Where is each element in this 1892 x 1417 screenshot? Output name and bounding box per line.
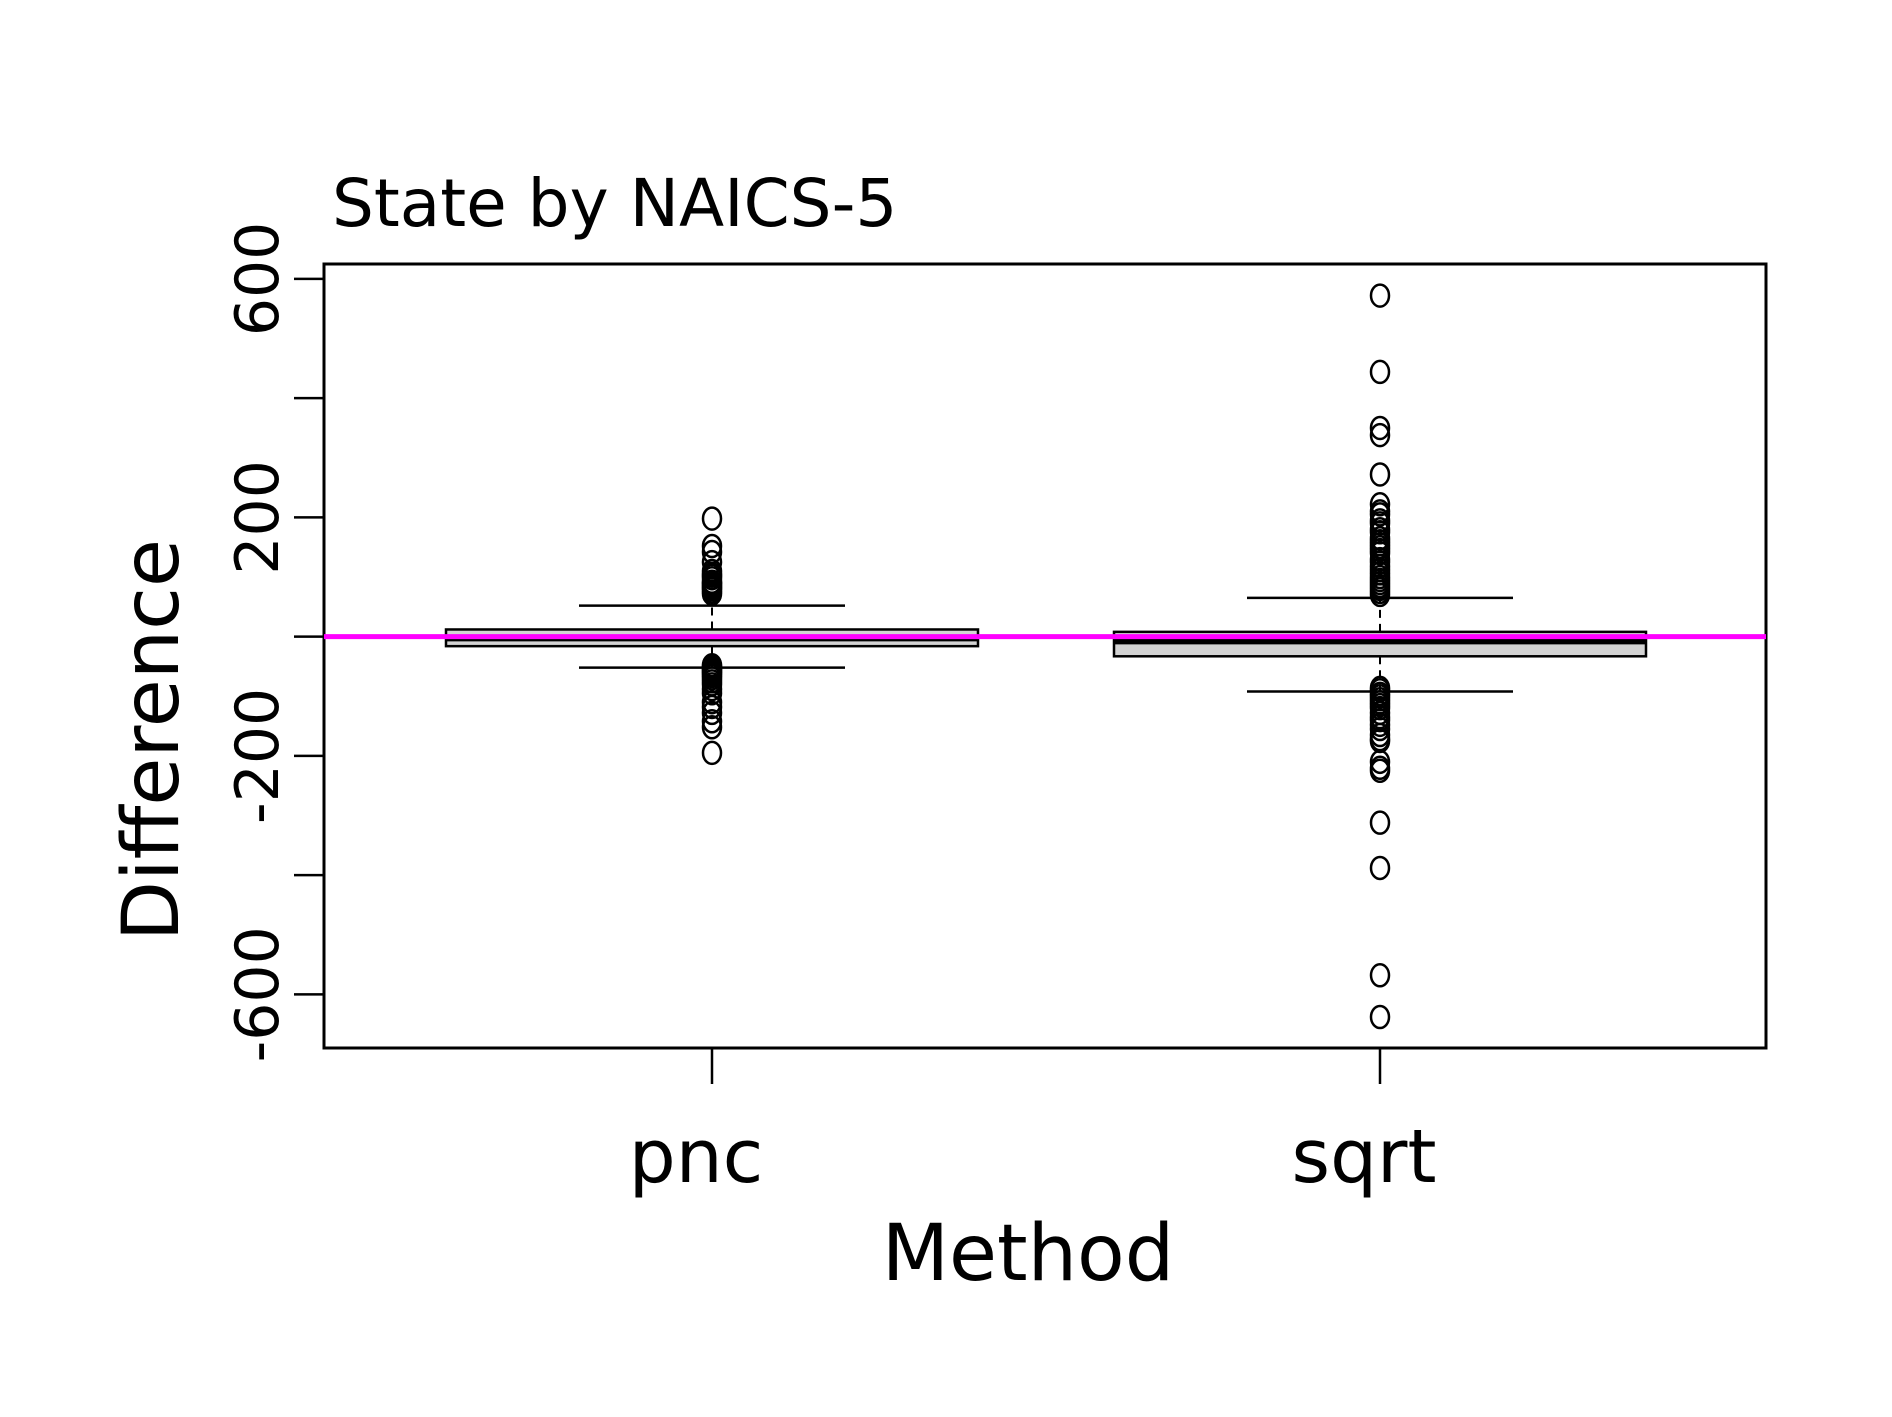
x-axis-label: Method: [882, 1209, 1175, 1299]
outlier-point: [1369, 758, 1391, 784]
outlier-point: [701, 681, 723, 706]
outlier-point: [1369, 415, 1391, 441]
outlier-point: [1369, 810, 1391, 835]
outlier-point: [1369, 855, 1391, 881]
outlier-point: [1369, 359, 1391, 385]
outlier-point: [1369, 492, 1391, 517]
outlier-point: [701, 533, 723, 559]
x-tick-label: sqrt: [1292, 1114, 1437, 1200]
outlier-point: [1369, 502, 1391, 527]
x-tick-label: pnc: [629, 1114, 764, 1200]
outlier-point: [701, 506, 723, 531]
outlier-point: [701, 581, 723, 606]
outlier-point: [1369, 582, 1391, 608]
outlier-point: [701, 700, 723, 726]
outlier-point: [701, 709, 723, 734]
outlier-point: [701, 740, 723, 766]
plot-layer: -600 -200 200 600 pnc sqrt: [223, 222, 1768, 1200]
outlier-point: [701, 714, 723, 740]
outlier-point: [1369, 1004, 1391, 1030]
outlier-point: [1369, 716, 1391, 742]
outlier-point: [1369, 963, 1391, 988]
y-tick-label: 200: [223, 460, 293, 575]
outlier-point: [1369, 422, 1391, 448]
y-axis-label: Difference: [107, 539, 197, 941]
outlier-point: [1369, 540, 1391, 566]
y-tick-label: 600: [223, 222, 293, 337]
outlier-point: [701, 694, 723, 720]
outlier-point: [1369, 462, 1391, 487]
plot-frame: [322, 262, 1768, 1050]
y-tick-label: -200: [223, 688, 293, 824]
chart-title: State by NAICS-5: [332, 165, 897, 242]
outlier-point: [1369, 283, 1391, 308]
y-tick-label: -600: [223, 926, 293, 1062]
outlier-point: [1369, 749, 1391, 775]
